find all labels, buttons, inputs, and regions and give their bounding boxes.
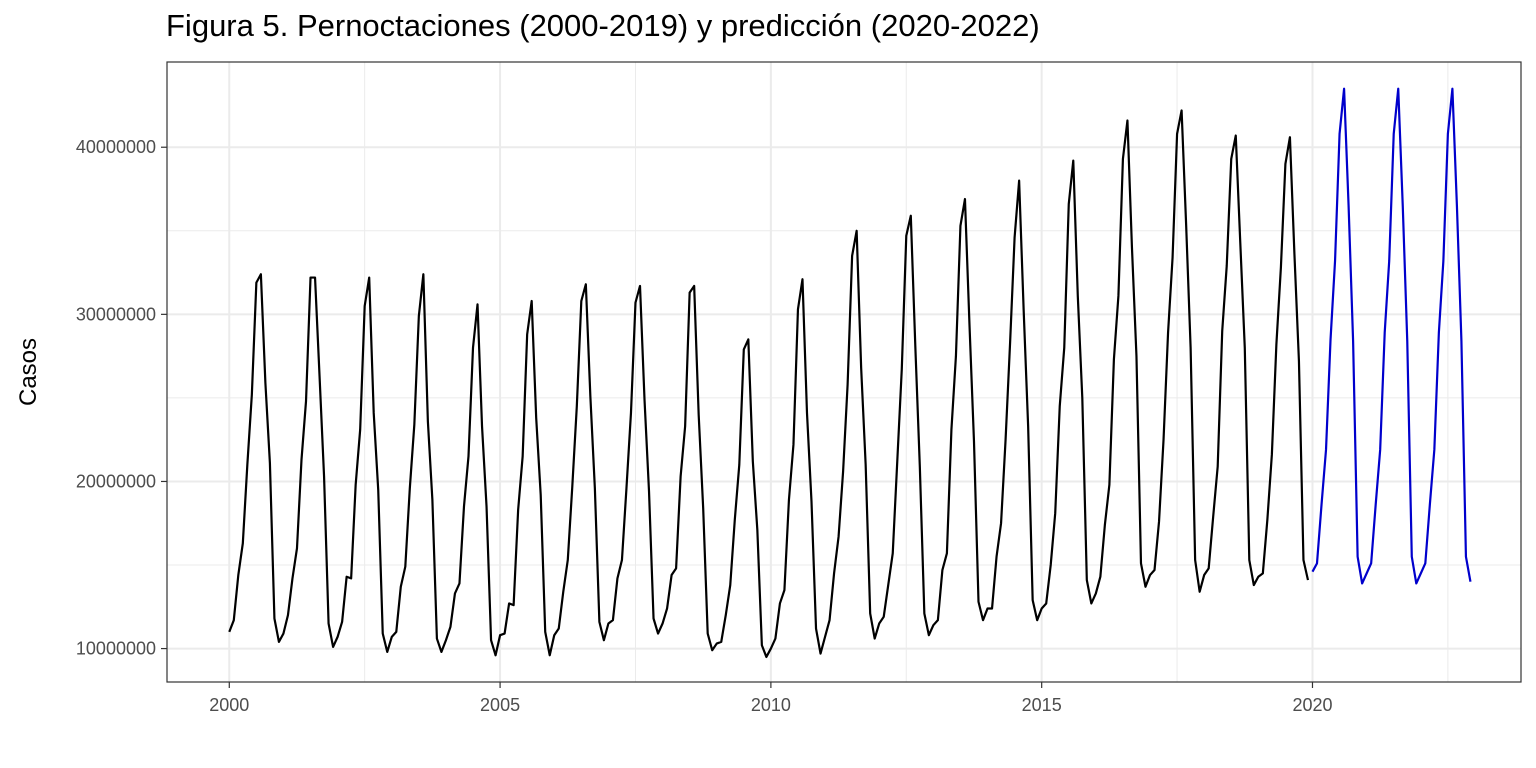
x-tick-label: 2020 (1292, 695, 1332, 715)
x-tick-label: 2015 (1022, 695, 1062, 715)
minor-gridlines (167, 62, 1521, 682)
plot-panel-border (166, 61, 1522, 683)
x-tick-label: 2010 (751, 695, 791, 715)
y-tick-label: 40000000 (76, 137, 156, 157)
major-gridlines (167, 62, 1521, 682)
y-tick-label: 10000000 (76, 639, 156, 659)
forecast-series-line (1311, 87, 1472, 585)
y-tick-label: 20000000 (76, 471, 156, 491)
chart-title: Figura 5. Pernoctaciones (2000-2019) y p… (166, 8, 1040, 43)
y-axis-title: Casos (15, 338, 42, 406)
x-tick-label: 2005 (480, 695, 520, 715)
y-tick-label: 30000000 (76, 304, 156, 324)
series-layer (228, 87, 1472, 659)
x-axis: 2000 2005 2010 2015 2020 (209, 682, 1333, 715)
y-axis: 10000000 20000000 30000000 40000000 (76, 137, 167, 659)
x-tick-label: 2000 (209, 695, 249, 715)
observed-series-line (228, 109, 1310, 659)
